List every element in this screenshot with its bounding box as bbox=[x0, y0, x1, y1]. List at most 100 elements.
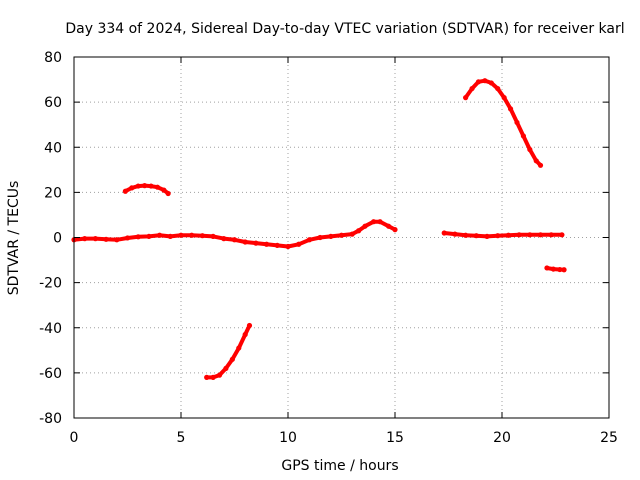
data-point bbox=[246, 322, 253, 329]
data-point bbox=[516, 232, 522, 238]
y-tick-label: 20 bbox=[44, 185, 62, 201]
data-point bbox=[189, 232, 195, 238]
data-point bbox=[253, 240, 259, 246]
data-point bbox=[167, 233, 173, 239]
data-point bbox=[178, 232, 184, 238]
data-point bbox=[264, 241, 270, 247]
data-point bbox=[148, 183, 154, 189]
data-point bbox=[463, 95, 469, 101]
data-point bbox=[135, 183, 141, 189]
y-tick-label: -60 bbox=[39, 366, 62, 382]
data-point bbox=[216, 372, 223, 378]
data-point bbox=[537, 232, 544, 238]
data-point bbox=[469, 85, 475, 92]
data-point bbox=[157, 232, 163, 238]
data-point bbox=[92, 236, 98, 242]
data-point bbox=[210, 233, 216, 239]
data-point bbox=[356, 228, 362, 234]
data-point bbox=[501, 95, 507, 101]
data-point bbox=[221, 236, 227, 242]
data-point bbox=[328, 233, 334, 239]
series-baseline-a bbox=[72, 219, 397, 249]
data-point bbox=[452, 231, 458, 237]
data-point bbox=[296, 241, 302, 247]
data-point bbox=[550, 266, 556, 272]
x-tick-label: 15 bbox=[386, 430, 404, 446]
y-tick-label: -20 bbox=[39, 276, 62, 292]
data-point bbox=[527, 232, 533, 238]
data-point bbox=[441, 230, 447, 236]
data-point bbox=[362, 223, 368, 229]
data-point bbox=[146, 233, 152, 239]
data-point bbox=[371, 219, 377, 225]
data-point bbox=[473, 233, 479, 239]
data-point bbox=[338, 232, 345, 238]
data-point bbox=[274, 242, 280, 248]
data-point bbox=[114, 237, 120, 243]
data-point bbox=[484, 233, 490, 239]
data-point bbox=[385, 223, 392, 229]
axis-ticks: 0 5 10 15 20 25 -80 -60 -40 -20 0 20 40 60 80 bbox=[39, 50, 618, 446]
data-point bbox=[557, 266, 563, 273]
data-point bbox=[488, 80, 494, 86]
data-point bbox=[229, 356, 235, 362]
x-tick-label: 20 bbox=[493, 430, 511, 446]
data-point bbox=[161, 187, 167, 193]
data-point bbox=[507, 106, 514, 112]
y-tick-label: -80 bbox=[39, 411, 62, 427]
data-point bbox=[505, 232, 512, 238]
series-arc-70 bbox=[463, 78, 543, 168]
data-point bbox=[495, 233, 501, 239]
data-point bbox=[242, 331, 248, 338]
x-tick-label: 0 bbox=[70, 430, 79, 446]
data-point bbox=[135, 234, 141, 240]
data-point bbox=[223, 365, 229, 371]
data-point bbox=[520, 133, 527, 139]
data-point bbox=[317, 234, 323, 241]
data-point bbox=[349, 231, 355, 237]
data-point bbox=[561, 267, 567, 273]
series-baseline-b bbox=[442, 231, 564, 239]
data-point bbox=[527, 146, 533, 153]
data-point bbox=[122, 188, 128, 194]
x-tick-label: 5 bbox=[177, 430, 186, 446]
data-point bbox=[199, 233, 205, 239]
data-point bbox=[204, 374, 210, 380]
data-point bbox=[392, 227, 398, 233]
x-axis-label: GPS time / hours bbox=[281, 458, 398, 474]
data-point bbox=[544, 265, 550, 271]
data-point bbox=[377, 219, 383, 225]
data-point bbox=[537, 162, 544, 168]
data-point bbox=[475, 79, 482, 85]
data-point bbox=[242, 239, 248, 245]
x-tick-label: 10 bbox=[279, 430, 297, 446]
data-point bbox=[463, 232, 469, 238]
y-tick-label: -40 bbox=[39, 321, 62, 337]
data-point bbox=[236, 345, 242, 351]
data-point bbox=[548, 232, 554, 238]
y-tick-label: 0 bbox=[53, 231, 62, 247]
data-point bbox=[165, 190, 171, 197]
data-point bbox=[103, 236, 109, 242]
y-tick-label: 40 bbox=[44, 140, 62, 156]
data-point bbox=[231, 237, 238, 243]
chart-title: Day 334 of 2024, Sidereal Day-to-day VTE… bbox=[65, 21, 624, 37]
data-point bbox=[306, 237, 312, 243]
data-point bbox=[154, 184, 161, 190]
y-tick-label: 60 bbox=[44, 95, 62, 111]
data-point bbox=[559, 232, 565, 238]
data-point bbox=[482, 78, 488, 84]
x-tick-label: 25 bbox=[600, 430, 618, 446]
data-series bbox=[71, 78, 567, 380]
y-tick-label: 80 bbox=[44, 50, 62, 66]
data-point bbox=[210, 374, 216, 380]
data-point bbox=[142, 183, 148, 189]
data-point bbox=[514, 119, 520, 126]
data-point bbox=[495, 85, 501, 92]
data-point bbox=[533, 158, 539, 164]
data-point bbox=[285, 243, 291, 250]
data-point bbox=[129, 185, 135, 191]
y-axis-label: SDTVAR / TECUs bbox=[6, 181, 22, 296]
data-point bbox=[82, 236, 88, 242]
